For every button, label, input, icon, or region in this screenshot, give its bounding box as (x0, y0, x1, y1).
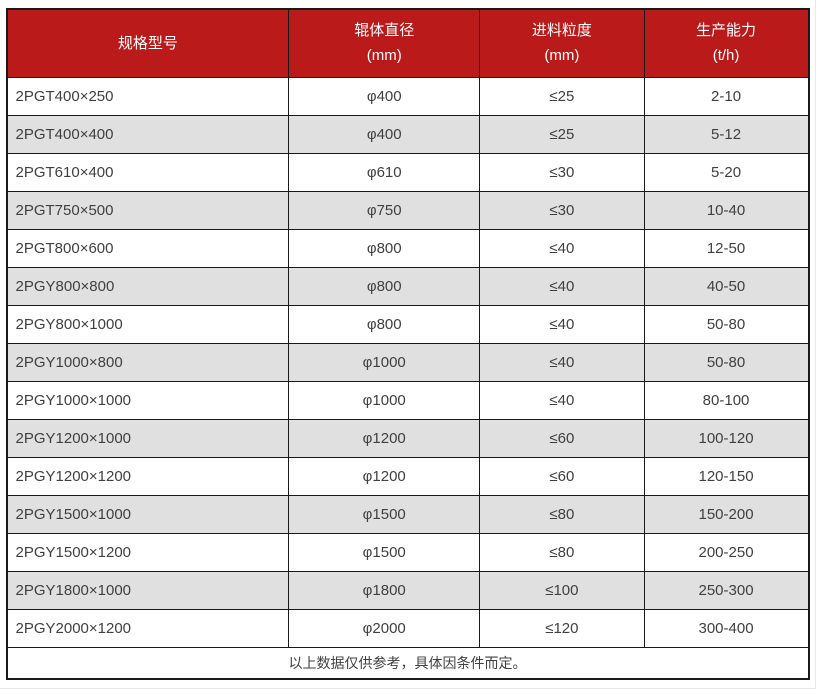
column-header-label: 进料粒度 (531, 22, 592, 40)
value-cell: φ1000 (288, 380, 481, 420)
value-cell: φ2000 (288, 608, 481, 648)
value-cell: ≤40 (479, 342, 645, 382)
value-cell: ≤30 (479, 152, 645, 192)
column-header-label: 规格型号 (117, 34, 178, 52)
model-cell: 2PGY800×1000 (5, 304, 290, 344)
table-row: 2PGY1500×1200 φ1500 ≤80 200-250 (5, 532, 810, 572)
column-header-unit: (mm) (544, 47, 580, 65)
value-cell: 80-100 (643, 380, 810, 420)
model-cell: 2PGT400×400 (5, 114, 290, 154)
table-row: 2PGT750×500 φ750 ≤30 10-40 (5, 190, 810, 230)
table-row: 2PGY1200×1000 φ1200 ≤60 100-120 (5, 418, 810, 458)
value-cell: φ800 (288, 228, 481, 268)
table-row: 2PGY2000×1200 φ2000 ≤120 300-400 (5, 608, 810, 648)
value-cell: φ750 (288, 190, 481, 230)
model-cell: 2PGY1000×800 (5, 342, 290, 382)
value-cell: ≤25 (479, 114, 645, 154)
value-cell: φ400 (288, 76, 481, 116)
table-row: 2PGY1800×1000 φ1800 ≤100 250-300 (5, 570, 810, 610)
value-cell: ≤40 (479, 266, 645, 306)
value-cell: ≤40 (479, 228, 645, 268)
column-header-capacity: 生产能力 (t/h) (643, 8, 810, 78)
value-cell: 10-40 (643, 190, 810, 230)
value-cell: 5-12 (643, 114, 810, 154)
column-header-roller-diameter: 辊体直径 (mm) (288, 8, 481, 78)
column-header-unit: (t/h) (712, 47, 740, 65)
header-row: 规格型号 辊体直径 (mm) 进料粒度 (mm) 生产能力 (t/h) (5, 8, 810, 78)
value-cell: φ800 (288, 304, 481, 344)
spec-table: 规格型号 辊体直径 (mm) 进料粒度 (mm) 生产能力 (t/h) 2PGT… (5, 8, 810, 680)
value-cell: φ800 (288, 266, 481, 306)
table-row: 2PGY1500×1000 φ1500 ≤80 150-200 (5, 494, 810, 534)
value-cell: 300-400 (643, 608, 810, 648)
column-header-feed-size: 进料粒度 (mm) (479, 8, 645, 78)
model-cell: 2PGY1200×1200 (5, 456, 290, 496)
value-cell: ≤40 (479, 304, 645, 344)
value-cell: ≤60 (479, 418, 645, 458)
value-cell: φ1500 (288, 494, 481, 534)
table-row: 2PGY800×800 φ800 ≤40 40-50 (5, 266, 810, 306)
value-cell: φ400 (288, 114, 481, 154)
value-cell: φ610 (288, 152, 481, 192)
model-cell: 2PGT400×250 (5, 76, 290, 116)
model-cell: 2PGY800×800 (5, 266, 290, 306)
value-cell: 250-300 (643, 570, 810, 610)
table-row: 2PGT800×600 φ800 ≤40 12-50 (5, 228, 810, 268)
table-footer: 以上数据仅供参考，具体因条件而定。 (6, 646, 809, 680)
value-cell: ≤120 (479, 608, 645, 648)
table-row: 2PGY1000×800 φ1000 ≤40 50-80 (5, 342, 810, 382)
model-cell: 2PGY1500×1200 (5, 532, 290, 572)
value-cell: ≤80 (479, 494, 645, 534)
value-cell: 150-200 (643, 494, 810, 534)
column-header-label: 生产能力 (696, 22, 757, 40)
value-cell: 50-80 (643, 342, 810, 382)
column-header-model: 规格型号 (5, 8, 290, 78)
column-header-label: 辊体直径 (354, 22, 415, 40)
value-cell: φ1000 (288, 342, 481, 382)
column-header-unit: (mm) (366, 47, 402, 65)
value-cell: ≤25 (479, 76, 645, 116)
value-cell: ≤100 (479, 570, 645, 610)
value-cell: φ1500 (288, 532, 481, 572)
table-row: 2PGY1200×1200 φ1200 ≤60 120-150 (5, 456, 810, 496)
model-cell: 2PGT750×500 (5, 190, 290, 230)
value-cell: ≤30 (479, 190, 645, 230)
model-cell: 2PGY1000×1000 (5, 380, 290, 420)
value-cell: 12-50 (643, 228, 810, 268)
table-row: 2PGT400×250 φ400 ≤25 2-10 (5, 76, 810, 116)
footnote-text: 以上数据仅供参考，具体因条件而定。 (6, 646, 809, 680)
value-cell: 120-150 (643, 456, 810, 496)
value-cell: 5-20 (643, 152, 810, 192)
value-cell: 50-80 (643, 304, 810, 344)
table-row: 2PGY1000×1000 φ1000 ≤40 80-100 (5, 380, 810, 420)
value-cell: 40-50 (643, 266, 810, 306)
value-cell: φ1200 (288, 456, 481, 496)
table-header: 规格型号 辊体直径 (mm) 进料粒度 (mm) 生产能力 (t/h) (5, 8, 810, 78)
value-cell: φ1200 (288, 418, 481, 458)
value-cell: ≤40 (479, 380, 645, 420)
model-cell: 2PGY1800×1000 (5, 570, 290, 610)
table-body: 2PGT400×250 φ400 ≤25 2-10 2PGT400×400 φ400 ≤25… (5, 76, 810, 648)
table-row: 2PGY800×1000 φ800 ≤40 50-80 (5, 304, 810, 344)
model-cell: 2PGT610×400 (5, 152, 290, 192)
model-cell: 2PGY1200×1000 (5, 418, 290, 458)
model-cell: 2PGT800×600 (5, 228, 290, 268)
footnote-row: 以上数据仅供参考，具体因条件而定。 (6, 646, 809, 680)
value-cell: 100-120 (643, 418, 810, 458)
value-cell: ≤80 (479, 532, 645, 572)
value-cell: 200-250 (643, 532, 810, 572)
model-cell: 2PGY2000×1200 (5, 608, 290, 648)
value-cell: 2-10 (643, 76, 810, 116)
model-cell: 2PGY1500×1000 (5, 494, 290, 534)
value-cell: φ1800 (288, 570, 481, 610)
table-row: 2PGT610×400 φ610 ≤30 5-20 (5, 152, 810, 192)
value-cell: ≤60 (479, 456, 645, 496)
table-row: 2PGT400×400 φ400 ≤25 5-12 (5, 114, 810, 154)
